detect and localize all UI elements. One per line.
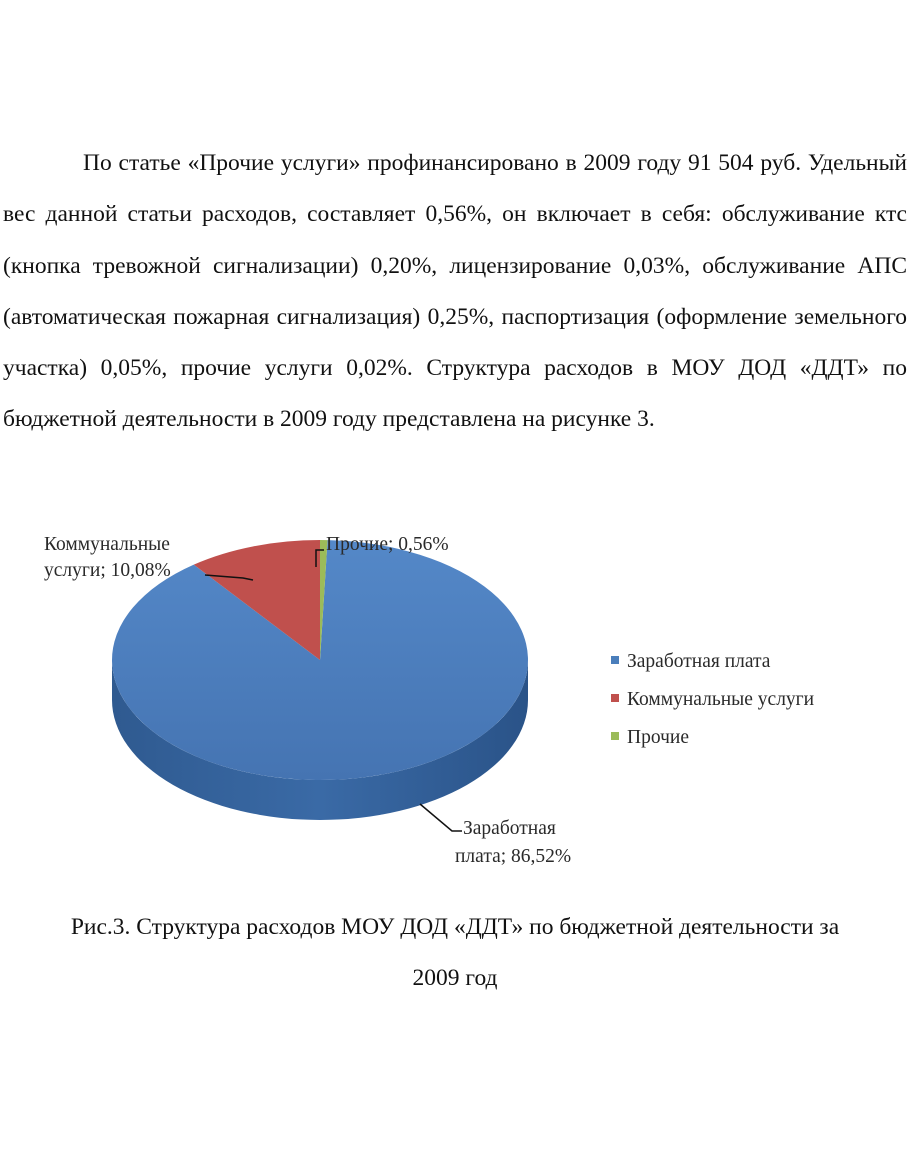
chart-legend: Заработная плата Коммунальные услуги Про… — [611, 651, 814, 748]
leader-line-salary — [419, 803, 462, 832]
legend-swatch-utilities — [611, 694, 619, 702]
pie-slice-utilities — [193, 540, 320, 660]
legend-swatch-salary — [611, 656, 619, 664]
legend-label-salary: Заработная плата — [627, 651, 771, 672]
pie-slice-other — [320, 540, 328, 660]
legend-label-utilities: Коммунальные услуги — [627, 689, 814, 710]
caption-line-2: 2009 год — [412, 965, 498, 991]
data-label-salary: Заработная плата; 86,52% — [455, 818, 571, 867]
legend-swatch-other — [611, 732, 619, 740]
caption-line-1: Рис.3. Структура расходов МОУ ДОД «ДДТ» … — [70, 914, 840, 940]
pie-slice-salary — [112, 540, 529, 781]
expense-pie-chart: Коммунальные услуги; 10,08% Прочие; 0,56… — [44, 534, 814, 867]
leader-line-other — [315, 549, 324, 567]
figure-caption: Рис.3. Структура расходов МОУ ДОД «ДДТ» … — [0, 902, 910, 1004]
data-label-other: Прочие; 0,56% — [326, 534, 449, 555]
data-label-utilities: Коммунальные услуги; 10,08% — [44, 534, 175, 581]
legend-label-other: Прочие — [627, 727, 689, 748]
pie-slice-salary-side — [112, 660, 528, 820]
body-paragraph: По статье «Прочие услуги» профинансирова… — [3, 150, 907, 433]
leader-line-utilities — [204, 574, 254, 581]
